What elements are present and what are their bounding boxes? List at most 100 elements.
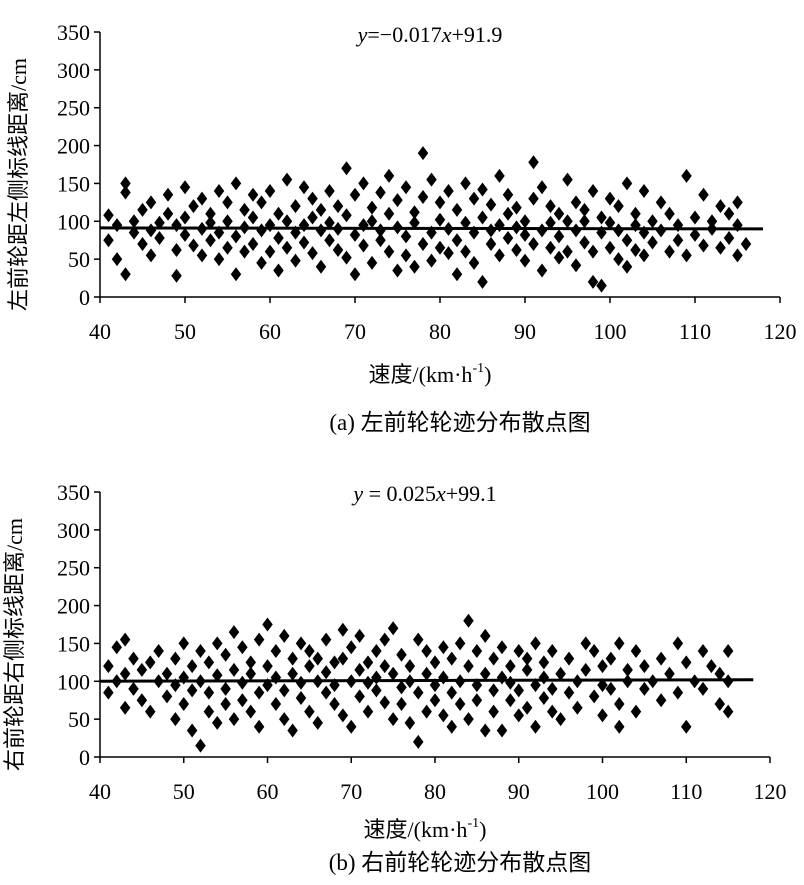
data-point xyxy=(273,263,284,278)
data-point xyxy=(613,223,624,238)
data-point xyxy=(186,659,198,674)
data-point xyxy=(203,685,215,700)
data-point xyxy=(421,666,432,681)
y-tick-label: 350 xyxy=(57,480,90,505)
data-point xyxy=(681,719,692,734)
data-point xyxy=(463,613,474,628)
data-point xyxy=(220,647,231,662)
data-point xyxy=(460,244,471,259)
x-tick-label: 40 xyxy=(89,779,111,804)
data-point xyxy=(438,708,449,723)
data-point xyxy=(237,675,248,690)
data-point xyxy=(496,723,508,738)
data-point xyxy=(664,244,675,259)
data-point xyxy=(536,223,548,238)
data-point xyxy=(426,253,437,268)
data-point xyxy=(354,689,365,704)
data-point xyxy=(375,223,386,238)
data-point xyxy=(295,675,307,690)
data-point xyxy=(409,259,420,274)
data-point xyxy=(463,659,474,674)
data-point xyxy=(732,248,743,263)
data-point xyxy=(638,248,650,263)
data-point xyxy=(161,689,173,704)
data-point xyxy=(337,622,349,637)
data-point xyxy=(220,697,231,711)
data-point xyxy=(511,200,522,215)
data-point xyxy=(230,176,242,191)
data-point xyxy=(596,210,607,225)
data-point xyxy=(426,172,437,187)
data-point xyxy=(186,683,198,698)
data-point xyxy=(253,719,265,734)
scatter-plot-b: 0 50 100 150 200 250 300 350 40 50 60 70 80 90 100 110 1… xyxy=(2,480,787,875)
data-point xyxy=(362,704,374,719)
data-point xyxy=(137,202,148,217)
data-point xyxy=(349,267,361,282)
data-point xyxy=(579,202,590,217)
data-point xyxy=(264,244,276,259)
data-point xyxy=(655,223,667,238)
data-point xyxy=(383,244,395,259)
data-point xyxy=(421,704,432,719)
data-point xyxy=(429,693,441,708)
data-point xyxy=(346,640,357,655)
data-point xyxy=(647,235,658,250)
data-point xyxy=(195,644,206,658)
data-point xyxy=(463,712,474,727)
data-point xyxy=(145,195,157,210)
data-point xyxy=(256,195,267,210)
data-point xyxy=(706,659,717,674)
data-point xyxy=(664,206,675,221)
data-point xyxy=(253,685,265,700)
data-point xyxy=(128,681,139,696)
data-point xyxy=(228,712,240,727)
data-point xyxy=(562,214,573,229)
data-points xyxy=(103,613,734,753)
y-axis-label: 右前轮距右侧标线距离/cm xyxy=(2,518,27,771)
data-point xyxy=(538,670,550,685)
data-point xyxy=(287,666,298,681)
data-point xyxy=(722,704,734,719)
data-point xyxy=(434,212,446,227)
data-points xyxy=(103,146,752,293)
data-point xyxy=(545,199,556,214)
data-point xyxy=(279,628,290,643)
data-point xyxy=(396,680,407,695)
data-point xyxy=(536,180,548,195)
data-point xyxy=(281,172,293,187)
data-point xyxy=(196,248,208,263)
data-point xyxy=(485,237,497,251)
data-point xyxy=(547,704,558,719)
data-point xyxy=(203,655,215,670)
data-point xyxy=(614,636,625,651)
data-point xyxy=(245,655,256,670)
data-point xyxy=(162,187,174,202)
data-point xyxy=(400,248,412,263)
data-point xyxy=(443,184,454,198)
data-point xyxy=(446,685,457,700)
data-point xyxy=(270,697,282,711)
data-point xyxy=(312,651,323,666)
data-point xyxy=(588,644,600,658)
data-point xyxy=(366,255,378,270)
x-tick-label: 120 xyxy=(764,319,797,344)
data-point xyxy=(171,268,182,283)
scatter-plot-a: 0 50 100 150 200 250 300 350 40 50 60 70 80 90 100 110 1… xyxy=(6,20,797,435)
data-point xyxy=(247,237,259,251)
data-point xyxy=(434,195,446,210)
data-point xyxy=(446,651,457,666)
data-point xyxy=(239,202,250,217)
data-point xyxy=(706,214,718,229)
data-point xyxy=(332,243,344,258)
data-point xyxy=(438,670,449,685)
data-point xyxy=(307,191,318,206)
data-point xyxy=(128,214,140,229)
data-point xyxy=(170,712,181,727)
y-tick-label: 200 xyxy=(57,594,90,619)
data-point xyxy=(387,712,399,727)
data-point xyxy=(205,233,216,248)
data-point xyxy=(332,199,344,214)
data-point xyxy=(253,632,265,647)
data-point xyxy=(413,685,424,700)
